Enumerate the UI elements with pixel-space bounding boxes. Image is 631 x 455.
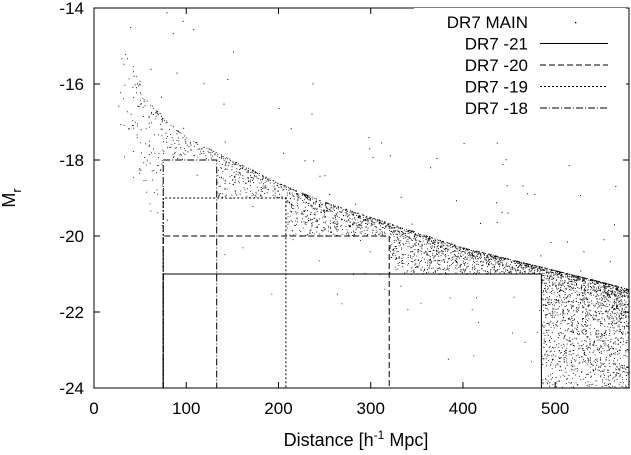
sample-lines	[162, 159, 542, 388]
y-axis-label-main: M	[0, 193, 19, 208]
y-axis-label-subscript: r	[9, 188, 24, 193]
x-axis-label-main: Distance [h	[284, 430, 374, 450]
x-tick-label: 400	[449, 399, 477, 418]
legend-label-0: DR7 MAIN	[447, 13, 528, 32]
x-axis-label-superscript: -1	[374, 428, 385, 442]
legend-label-2: DR7 -20	[465, 56, 528, 75]
sample-line-3	[162, 159, 218, 388]
legend-label-1: DR7 -21	[465, 35, 528, 54]
y-tick-label: -14	[59, 0, 84, 18]
y-tick-label: -16	[59, 75, 84, 94]
legend-marker-0	[575, 22, 577, 24]
plot-frame	[93, 7, 630, 389]
y-tick-label: -24	[59, 379, 84, 398]
y-tick-label: -18	[59, 151, 84, 170]
legend-label-4: DR7 -18	[465, 99, 528, 118]
x-tick-label: 300	[357, 399, 385, 418]
legend: DR7 MAIN DR7 -21 DR7 -20 DR7 -19 DR7 -18	[414, 8, 626, 126]
x-axis-label-tail: Mpc]	[384, 430, 428, 450]
x-tick-label: 200	[264, 399, 292, 418]
y-tick-label: -22	[59, 303, 84, 322]
legend-background	[414, 8, 626, 126]
axes: 0 100 200 300 400 500 -14 -16 -18 -20 -22 -24	[59, 0, 630, 418]
y-tick-label: -20	[59, 227, 84, 246]
y-axis-label: Mr	[0, 188, 24, 208]
x-tick-label: 0	[89, 399, 98, 418]
x-tick-label: 500	[541, 399, 569, 418]
x-axis-label: Distance [h-1 Mpc]	[284, 428, 429, 450]
x-tick-label: 100	[172, 399, 200, 418]
legend-label-3: DR7 -19	[465, 78, 528, 97]
